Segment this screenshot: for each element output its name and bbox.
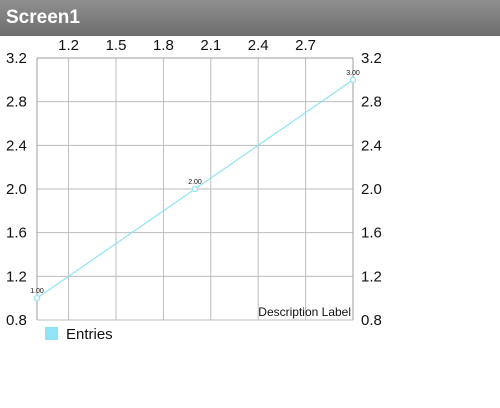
x-tick-label: 2.7	[295, 37, 316, 54]
data-label: 1.00	[30, 288, 44, 295]
y-tick-label-left: 2.4	[6, 137, 27, 154]
x-tick-label: 2.1	[200, 37, 221, 54]
screen-title: Screen1	[6, 7, 80, 28]
y-tick-label-left: 0.8	[6, 312, 27, 329]
y-tick-label-left: 1.6	[6, 225, 27, 242]
y-tick-label-left: 1.2	[6, 268, 27, 285]
grid	[36, 57, 354, 321]
y-tick-label-left: 2.0	[6, 181, 27, 198]
x-tick-label: 1.8	[153, 37, 174, 54]
series-entries: 1.00 2.00 3.00	[30, 70, 360, 302]
description-label: Description Label	[258, 305, 351, 319]
axis-tick-labels: 0.8 0.81.2 1.21.6 1.62.0 2.02.4 2.42.8 2.83.2 3…	[6, 37, 382, 329]
y-tick-label-right: 3.2	[361, 50, 382, 67]
data-label: 2.00	[188, 179, 202, 186]
y-tick-label-right: 1.6	[361, 225, 382, 242]
x-tick-label: 1.2	[58, 37, 79, 54]
legend-swatch	[45, 327, 58, 340]
y-tick-label-right: 2.8	[361, 94, 382, 111]
data-point	[33, 294, 41, 302]
data-label: 3.00	[346, 70, 360, 77]
data-point	[349, 76, 357, 84]
title-bar: Screen1	[0, 0, 500, 36]
y-tick-label-right: 2.4	[361, 137, 382, 154]
y-tick-label-left: 2.8	[6, 94, 27, 111]
x-tick-label: 2.4	[248, 37, 269, 54]
data-point	[191, 185, 199, 193]
y-tick-label-left: 3.2	[6, 50, 27, 67]
line-chart: 0.8 0.81.2 1.21.6 1.62.0 2.02.4 2.42.8 2.83.2 3…	[6, 37, 382, 343]
y-tick-label-right: 1.2	[361, 268, 382, 285]
legend: Entries	[45, 326, 113, 343]
legend-entry-label: Entries	[66, 326, 113, 343]
y-tick-label-right: 2.0	[361, 181, 382, 198]
x-tick-label: 1.5	[106, 37, 127, 54]
y-tick-label-right: 0.8	[361, 312, 382, 329]
